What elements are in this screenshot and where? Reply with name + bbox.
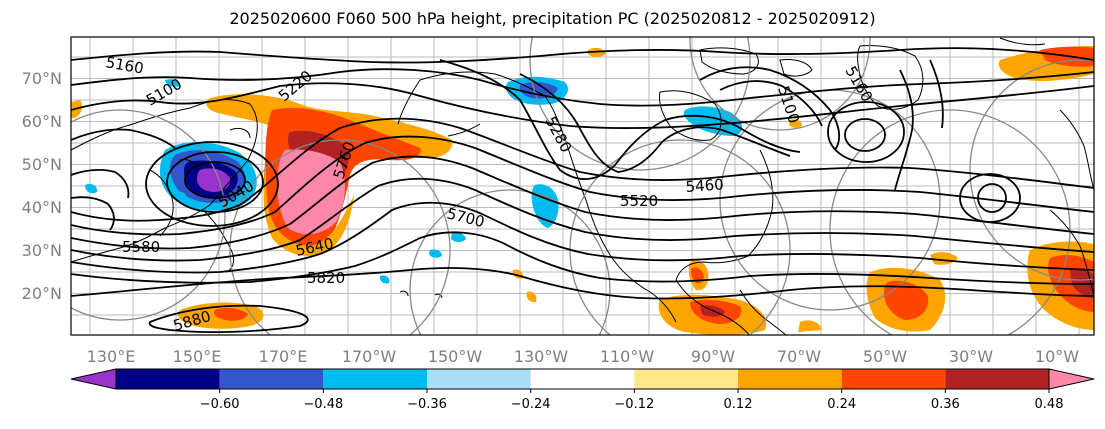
colorbar-segment: [530, 369, 635, 389]
latitude-labels: 70°N 60°N 50°N 40°N 30°N 20°N: [22, 69, 62, 303]
colorbar-segment: [738, 369, 842, 389]
contour-label: 5460: [685, 175, 724, 196]
negative-anomaly-purple: [197, 168, 231, 192]
colorbar: −0.60 −0.48 −0.36 −0.24 −0.12 0.12 0.24 0.36 0.4…: [70, 368, 1095, 412]
colorbar-tick-label: −0.60: [200, 397, 240, 412]
latitude-label: 40°N: [22, 198, 62, 217]
colorbar-tick-label: −0.12: [614, 397, 654, 412]
map-title: 2025020600 F060 500 hPa height, precipit…: [229, 9, 876, 28]
colorbar-segment: [841, 369, 946, 389]
coastlines: [71, 37, 1094, 335]
contour-label: 5580: [122, 238, 160, 256]
longitude-label: 150°E: [173, 347, 222, 366]
contour-label: 5520: [620, 192, 658, 210]
longitude-labels: 130°E 150°E 170°E 170°W 150°W 130°W 110°W 90°W 7…: [87, 347, 1080, 366]
longitude-label: 130°W: [514, 347, 569, 366]
longitude-label: 130°E: [87, 347, 136, 366]
colorbar-segment: [945, 369, 1049, 389]
colorbar-segment: [427, 369, 531, 389]
contour-label: 5820: [307, 269, 345, 287]
colorbar-tick-label: 0.48: [1035, 397, 1064, 412]
latitude-label: 20°N: [22, 284, 62, 303]
colorbar-tick-label: 0.24: [827, 397, 856, 412]
positive-anomaly-pink: [277, 149, 345, 235]
colorbar-tick-label: 0.36: [931, 397, 960, 412]
latitude-label: 60°N: [22, 112, 62, 131]
longitude-label: 90°W: [691, 347, 735, 366]
map-frame: [70, 36, 1095, 336]
longitude-label: 10°W: [1035, 347, 1079, 366]
longitude-label: 170°E: [259, 347, 308, 366]
positive-anomaly-orange-body: [263, 165, 354, 257]
colorbar-tick-label: −0.36: [407, 397, 447, 412]
latitude-label: 30°N: [22, 241, 62, 260]
colorbar-extend-high: [1048, 368, 1095, 390]
longitude-label: 110°W: [600, 347, 655, 366]
longitude-label: 50°W: [863, 347, 907, 366]
colorbar-extend-low: [70, 368, 117, 390]
colorbar-tick-label: 0.12: [724, 397, 753, 412]
longitude-label: 170°W: [342, 347, 397, 366]
colorbar-tick-label: −0.24: [511, 397, 551, 412]
colorbar-segment: [634, 369, 738, 389]
longitude-label: 30°W: [949, 347, 993, 366]
colorbar-segment: [219, 369, 324, 389]
colorbar-segment: [323, 369, 427, 389]
latitude-label: 50°N: [22, 155, 62, 174]
longitude-label: 70°W: [777, 347, 821, 366]
height-contours: [71, 47, 1094, 333]
colorbar-segment: [116, 369, 220, 389]
longitude-label: 150°W: [428, 347, 483, 366]
colorbar-tick-label: −0.48: [303, 397, 343, 412]
latitude-label: 70°N: [22, 69, 62, 88]
